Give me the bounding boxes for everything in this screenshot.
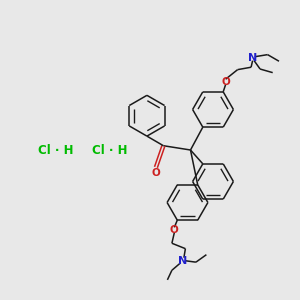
Text: O: O [221, 77, 230, 87]
Text: O: O [152, 168, 160, 178]
Text: O: O [170, 225, 179, 235]
Text: Cl · H: Cl · H [38, 143, 73, 157]
Text: N: N [178, 256, 187, 266]
Text: Cl · H: Cl · H [92, 143, 127, 157]
Text: N: N [248, 52, 257, 63]
